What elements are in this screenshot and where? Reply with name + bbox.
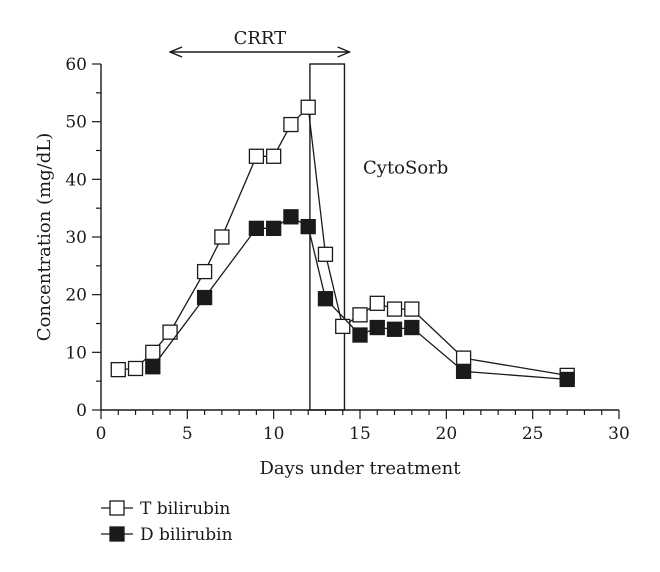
y-ticks: 0 10 20 30 40 50 60: [65, 55, 101, 421]
y-tick-label: 30: [65, 228, 87, 248]
data-point-t-bilirubin: [196, 263, 213, 280]
data-point-t-bilirubin: [404, 301, 420, 317]
data-point-d-bilirubin: [248, 220, 265, 237]
data-point-d-bilirubin: [266, 220, 282, 237]
data-point-d-bilirubin: [559, 371, 575, 388]
legend: T bilirubin D bilirubin: [101, 499, 233, 545]
data-point-t-bilirubin: [386, 301, 403, 317]
data-point-t-bilirubin: [214, 229, 230, 245]
axes: 0 5 10 15 20 25 30 0 10 20 30 40 50 60: [65, 55, 629, 444]
data-point-t-bilirubin: [352, 307, 368, 323]
data-point-t-bilirubin: [162, 324, 178, 340]
y-axis-title: Concentration (mg/dL): [34, 133, 55, 341]
data-point-d-bilirubin: [352, 327, 368, 343]
data-point-d-bilirubin: [283, 209, 299, 225]
series-line-t-bilirubin: [118, 105, 568, 377]
y-tick-label: 10: [65, 343, 87, 363]
data-point-d-bilirubin: [455, 363, 472, 380]
data-point-t-bilirubin: [283, 116, 299, 133]
crrt-label: CRRT: [234, 28, 287, 49]
data-point-d-bilirubin: [300, 218, 316, 235]
data-point-d-bilirubin: [196, 289, 213, 306]
series-d-bilirubin: [145, 209, 575, 388]
data-point-t-bilirubin: [300, 99, 316, 115]
annotations: CRRT CytoSorb: [170, 28, 448, 411]
x-tick-label: 10: [263, 424, 285, 444]
data-point-d-bilirubin: [369, 319, 385, 336]
data-point-t-bilirubin: [145, 344, 161, 360]
data-point-d-bilirubin: [145, 359, 161, 375]
data-point-t-bilirubin: [127, 360, 144, 377]
data-point-t-bilirubin: [266, 148, 282, 164]
legend-marker-t-bilirubin: [109, 500, 125, 516]
y-tick-label: 50: [65, 113, 87, 133]
x-tick-label: 20: [436, 424, 458, 444]
x-ticks: 0 5 10 15 20 25 30: [96, 410, 630, 444]
data-point-t-bilirubin: [335, 318, 351, 335]
y-tick-label: 0: [76, 401, 87, 421]
y-tick-label: 60: [65, 55, 87, 75]
x-tick-label: 0: [96, 424, 107, 444]
x-tick-label: 15: [349, 424, 371, 444]
legend-marker-d-bilirubin: [109, 526, 125, 542]
series-t-bilirubin: [110, 99, 575, 384]
x-tick-label: 30: [608, 424, 630, 444]
legend-label-t-bilirubin: T bilirubin: [140, 499, 230, 519]
series-layer: [110, 99, 575, 388]
data-point-d-bilirubin: [404, 319, 420, 336]
data-point-t-bilirubin: [317, 246, 334, 262]
y-tick-label: 20: [65, 286, 87, 306]
data-point-t-bilirubin: [110, 361, 126, 378]
data-point-t-bilirubin: [369, 295, 385, 311]
legend-item-d-bilirubin: D bilirubin: [101, 525, 233, 545]
cytosorb-box: [309, 63, 346, 411]
y-tick-label: 40: [65, 170, 87, 190]
x-tick-label: 5: [182, 424, 193, 444]
legend-label-d-bilirubin: D bilirubin: [140, 525, 233, 545]
x-tick-label: 25: [522, 424, 544, 444]
x-axis-title: Days under treatment: [260, 458, 462, 479]
data-point-t-bilirubin: [248, 148, 265, 164]
cytosorb-label: CytoSorb: [363, 158, 448, 179]
data-point-t-bilirubin: [455, 350, 472, 366]
data-point-d-bilirubin: [317, 291, 334, 307]
legend-item-t-bilirubin: T bilirubin: [101, 499, 230, 519]
data-point-d-bilirubin: [386, 321, 403, 337]
